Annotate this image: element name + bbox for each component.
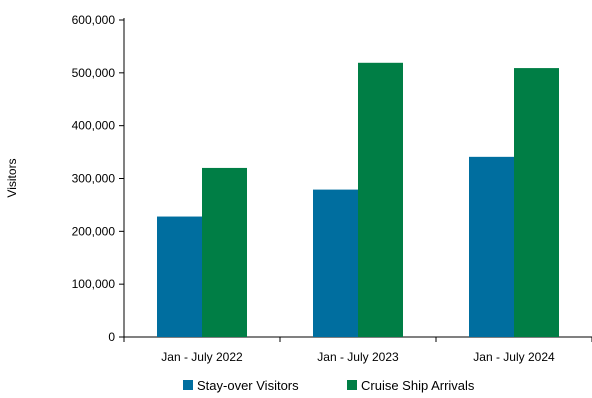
legend-label: Stay-over Visitors: [197, 378, 299, 393]
y-tick-label: 300,000: [72, 172, 116, 186]
bar: [202, 167, 247, 337]
y-tick-label: 600,000: [72, 13, 116, 27]
legend-label: Cruise Ship Arrivals: [361, 378, 475, 393]
bar: [469, 156, 514, 337]
bar: [157, 216, 202, 337]
bars: [157, 62, 559, 338]
y-tick-label: 0: [108, 330, 115, 344]
legend: Stay-over Visitors Cruise Ship Arrivals: [183, 378, 475, 393]
y-axis-title: Visitors: [5, 158, 19, 197]
x-axis: Jan - July 2022 Jan - July 2023 Jan - July…: [123, 336, 592, 364]
bar: [358, 62, 403, 338]
bar: [313, 189, 358, 337]
legend-swatch: [183, 380, 193, 390]
legend-swatch: [347, 380, 357, 390]
y-tick-label: 400,000: [72, 119, 116, 133]
x-tick-label: Jan - July 2023: [317, 350, 399, 364]
y-tick-label: 500,000: [72, 66, 116, 80]
bar: [514, 68, 559, 337]
y-tick-label: 100,000: [72, 277, 116, 291]
x-tick-label: Jan - July 2024: [473, 350, 555, 364]
y-tick-label: 200,000: [72, 224, 116, 238]
y-axis: 0 100,000 200,000 300,000 400,000 500,000 600,…: [72, 13, 125, 344]
x-tick-label: Jan - July 2022: [161, 350, 243, 364]
